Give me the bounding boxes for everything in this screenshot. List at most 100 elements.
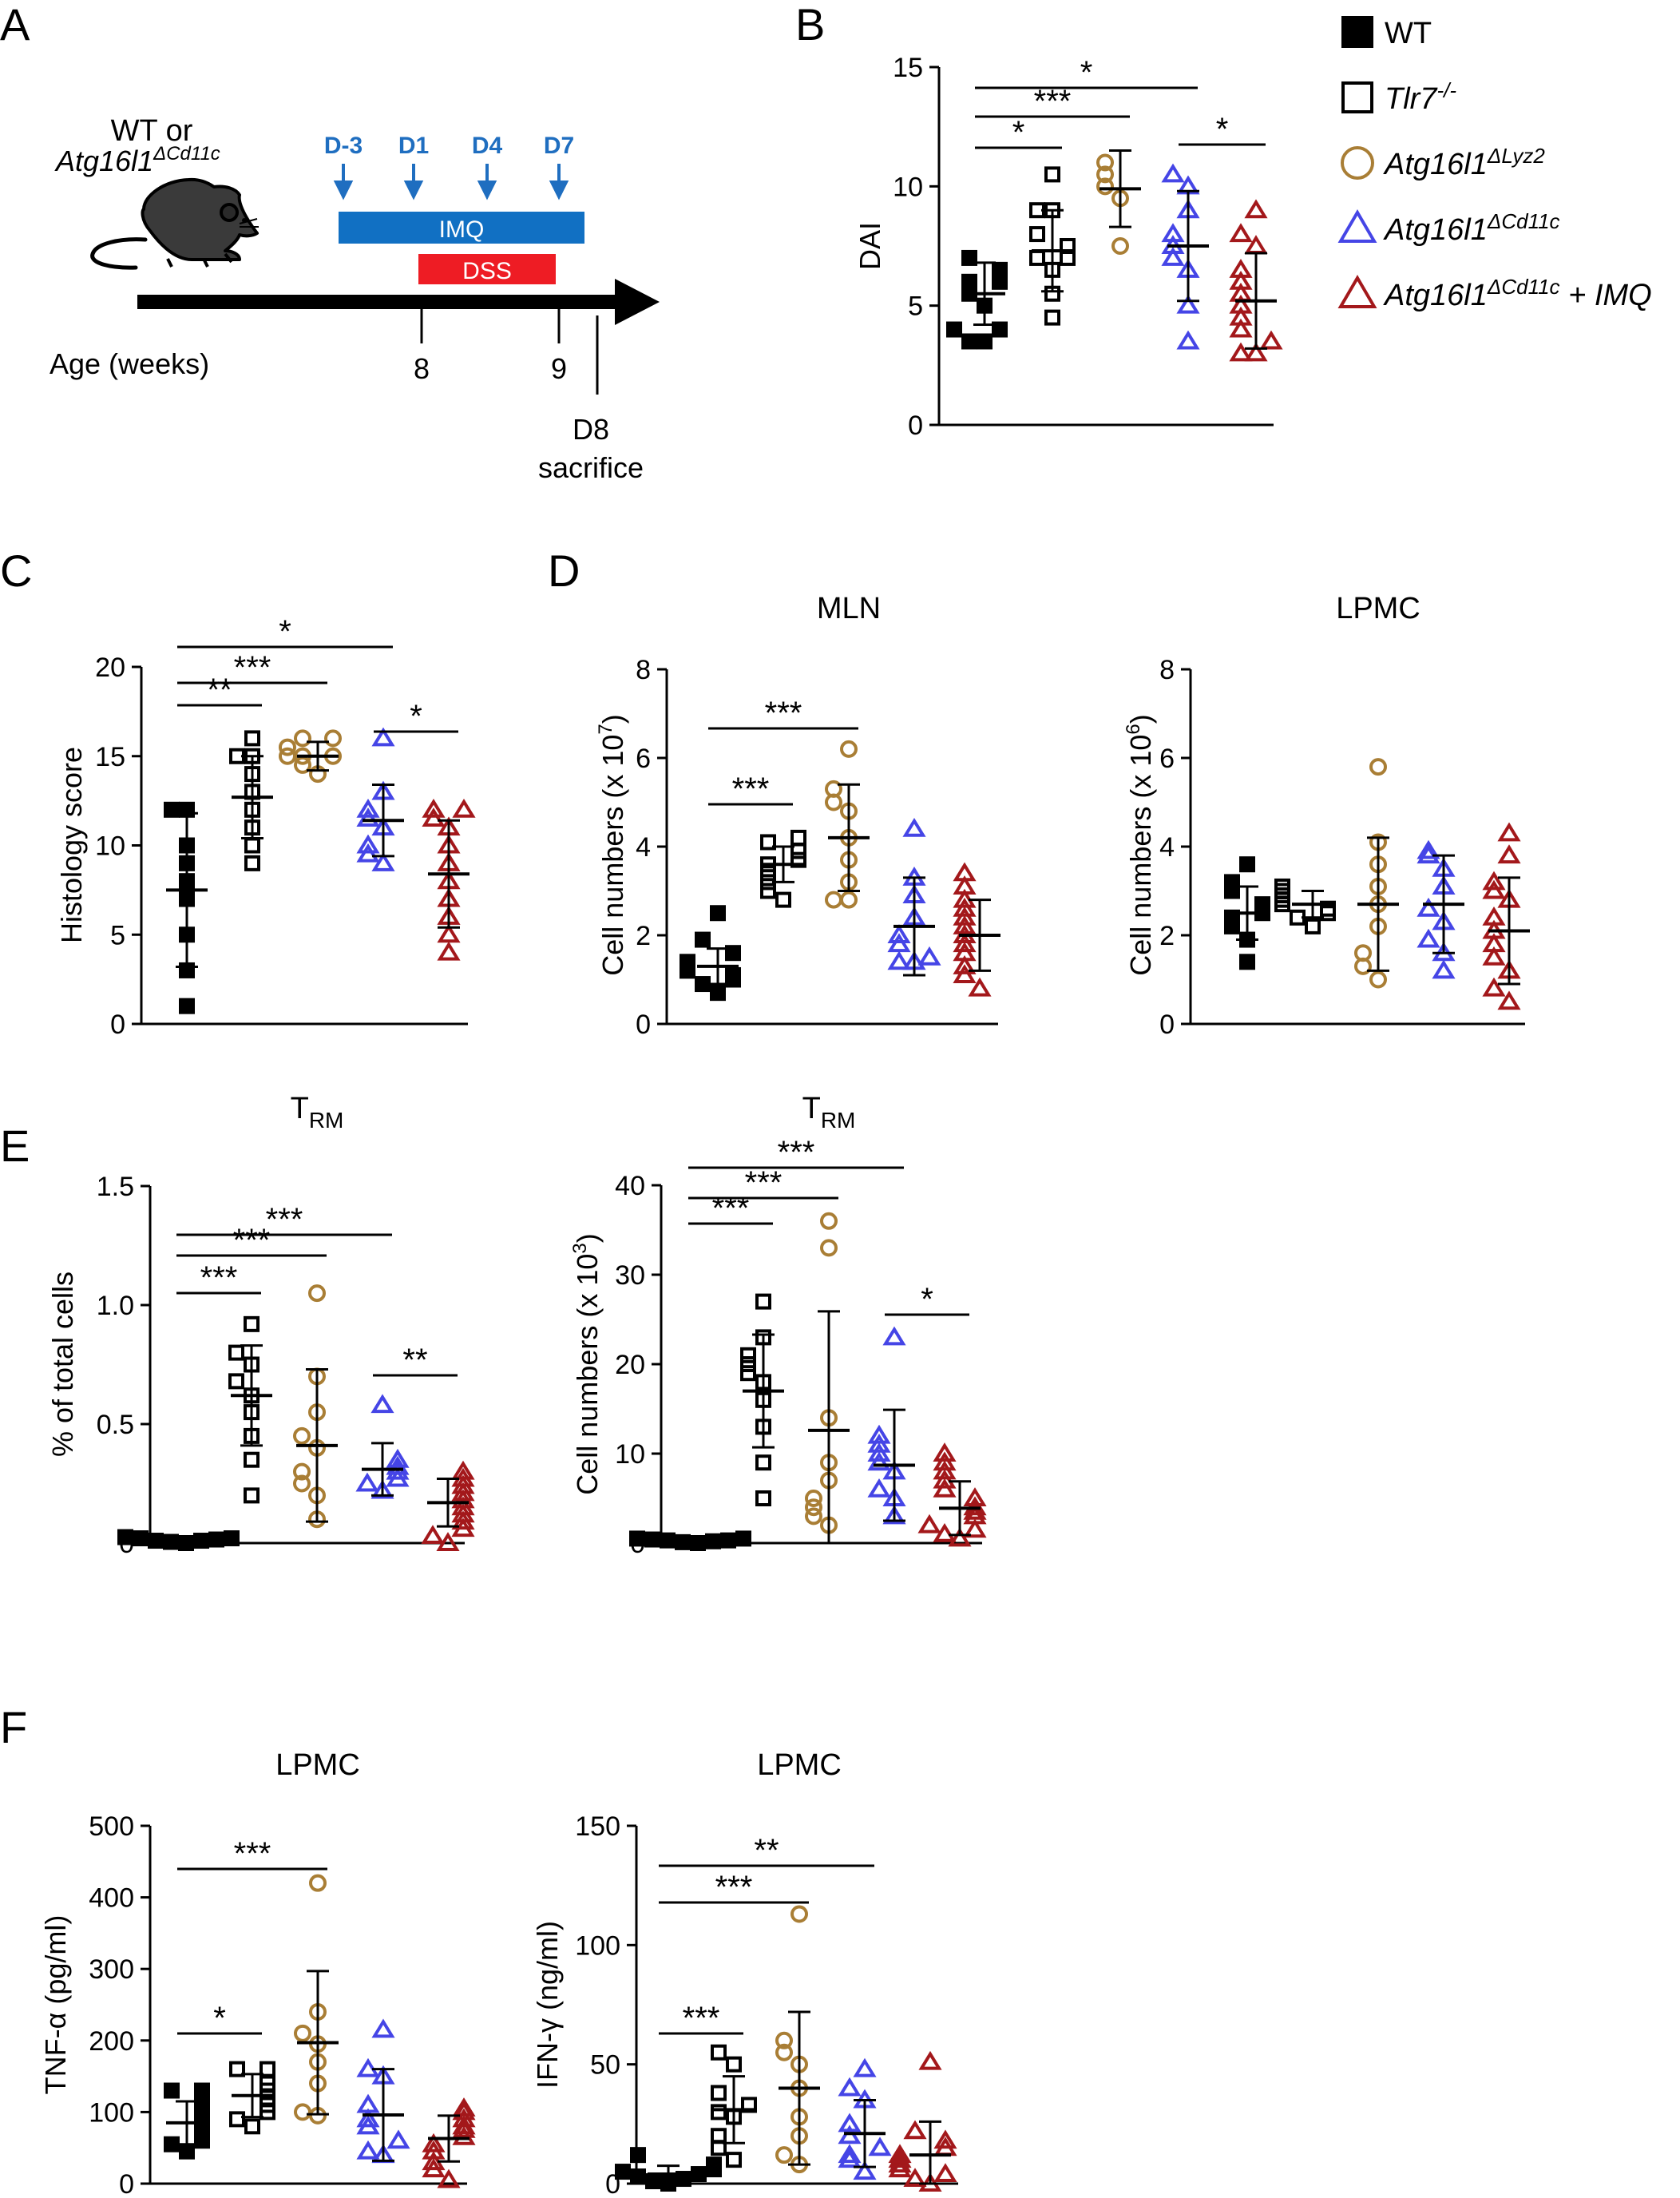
data-point [740,1365,756,1382]
y-tick-label: 0 [908,411,923,441]
data-point [356,2108,380,2128]
data-group-cd11c [356,727,404,871]
panel-letter-a: A [0,0,30,50]
data-point [1369,970,1387,989]
data-group-lyz2 [1354,758,1399,989]
data-point [1096,177,1114,196]
data-point [386,1448,410,1468]
data-point [308,1284,326,1303]
data-point [1274,891,1290,908]
data-point [953,942,977,962]
legend-marker-icon [1337,275,1377,308]
significance-label: *** [745,1165,783,1200]
data-point [452,2097,476,2117]
data-point [194,2097,210,2113]
data-point [725,966,741,983]
data-group-lyz2 [294,1874,339,2125]
data-group-tlr7 [228,1315,272,1504]
data-point [933,1469,957,1489]
data-point [740,1356,756,1372]
data-point [356,798,380,818]
data-point [1354,944,1372,962]
data-point [1244,199,1268,219]
data-group-cd11c [356,2018,410,2164]
significance-label: *** [765,696,802,731]
y-tick-label: 1.0 [97,1291,134,1321]
y-axis-label: Cell numbers (x 103) [569,1233,604,1494]
data-point [720,1532,736,1549]
data-point [933,2129,957,2149]
data-point [294,729,311,748]
data-point [953,915,977,934]
data-point [437,923,461,943]
data-point [711,2085,727,2101]
timepoint-label-d1: D1 [398,133,429,159]
data-point [755,1490,771,1506]
data-point [963,1496,987,1516]
data-point [933,1442,957,1462]
significance-label: * [1216,112,1229,147]
data-point [868,2137,892,2156]
data-point [840,740,858,758]
data-group-cd11c_imq [1482,822,1530,1010]
legend-marker-icon [1337,209,1377,243]
y-tick-label: 15 [893,53,923,83]
data-point [1044,309,1060,326]
data-point [229,2061,245,2077]
data-point [1029,226,1045,243]
data-point [691,2166,707,2183]
significance-label: *** [1034,84,1072,119]
data-point [887,950,911,970]
data-point [790,1905,808,1923]
data-point [164,2136,180,2152]
significance-label: ** [754,1833,779,1868]
legend-label: Atg16l1ΔCd11c + IMQ [1383,275,1652,312]
data-point [293,1426,311,1445]
data-point [1482,871,1506,891]
data-point [805,1490,822,1507]
data-point [1417,897,1440,917]
data-point [1229,270,1253,290]
y-tick-label: 0 [636,1010,651,1040]
chart-title: MLN [817,592,881,625]
data-point [775,2031,793,2049]
data-point [963,1518,987,1538]
data-point [371,2018,395,2038]
data-group-wt [615,2147,722,2192]
data-point [977,333,993,350]
mouse-label-line2: Atg16l1ΔCd11c [54,143,220,177]
data-point [805,1507,822,1526]
data-point [294,756,311,774]
data-point [179,2143,195,2160]
y-tick-label: 0 [119,2169,134,2198]
data-point [645,2173,661,2190]
data-point [293,1462,311,1481]
imq-label: IMQ [439,216,485,243]
data-point [1161,163,1185,183]
data-point [1497,990,1521,1010]
data-point [840,891,858,909]
data-point [324,729,342,748]
data-point [133,1530,149,1547]
data-point [917,1514,941,1533]
data-group-tlr7 [740,1293,784,1506]
data-group-wt [164,2082,210,2160]
y-tick-label: 6 [1159,744,1175,774]
data-point [867,1478,891,1498]
data-point [740,1347,756,1363]
data-group-lyz2 [1096,149,1141,255]
data-point [755,1454,771,1471]
data-point [224,1530,240,1547]
data-group-cd11c_imq [888,2050,957,2192]
y-tick-label: 5 [908,292,923,322]
data-point [421,1525,445,1545]
data-point [741,2097,757,2113]
data-point [882,1505,906,1525]
data-point [820,1212,838,1230]
data-point [953,897,977,917]
data-point [963,1487,987,1506]
data-point [1229,259,1253,278]
data-point [706,2156,722,2173]
